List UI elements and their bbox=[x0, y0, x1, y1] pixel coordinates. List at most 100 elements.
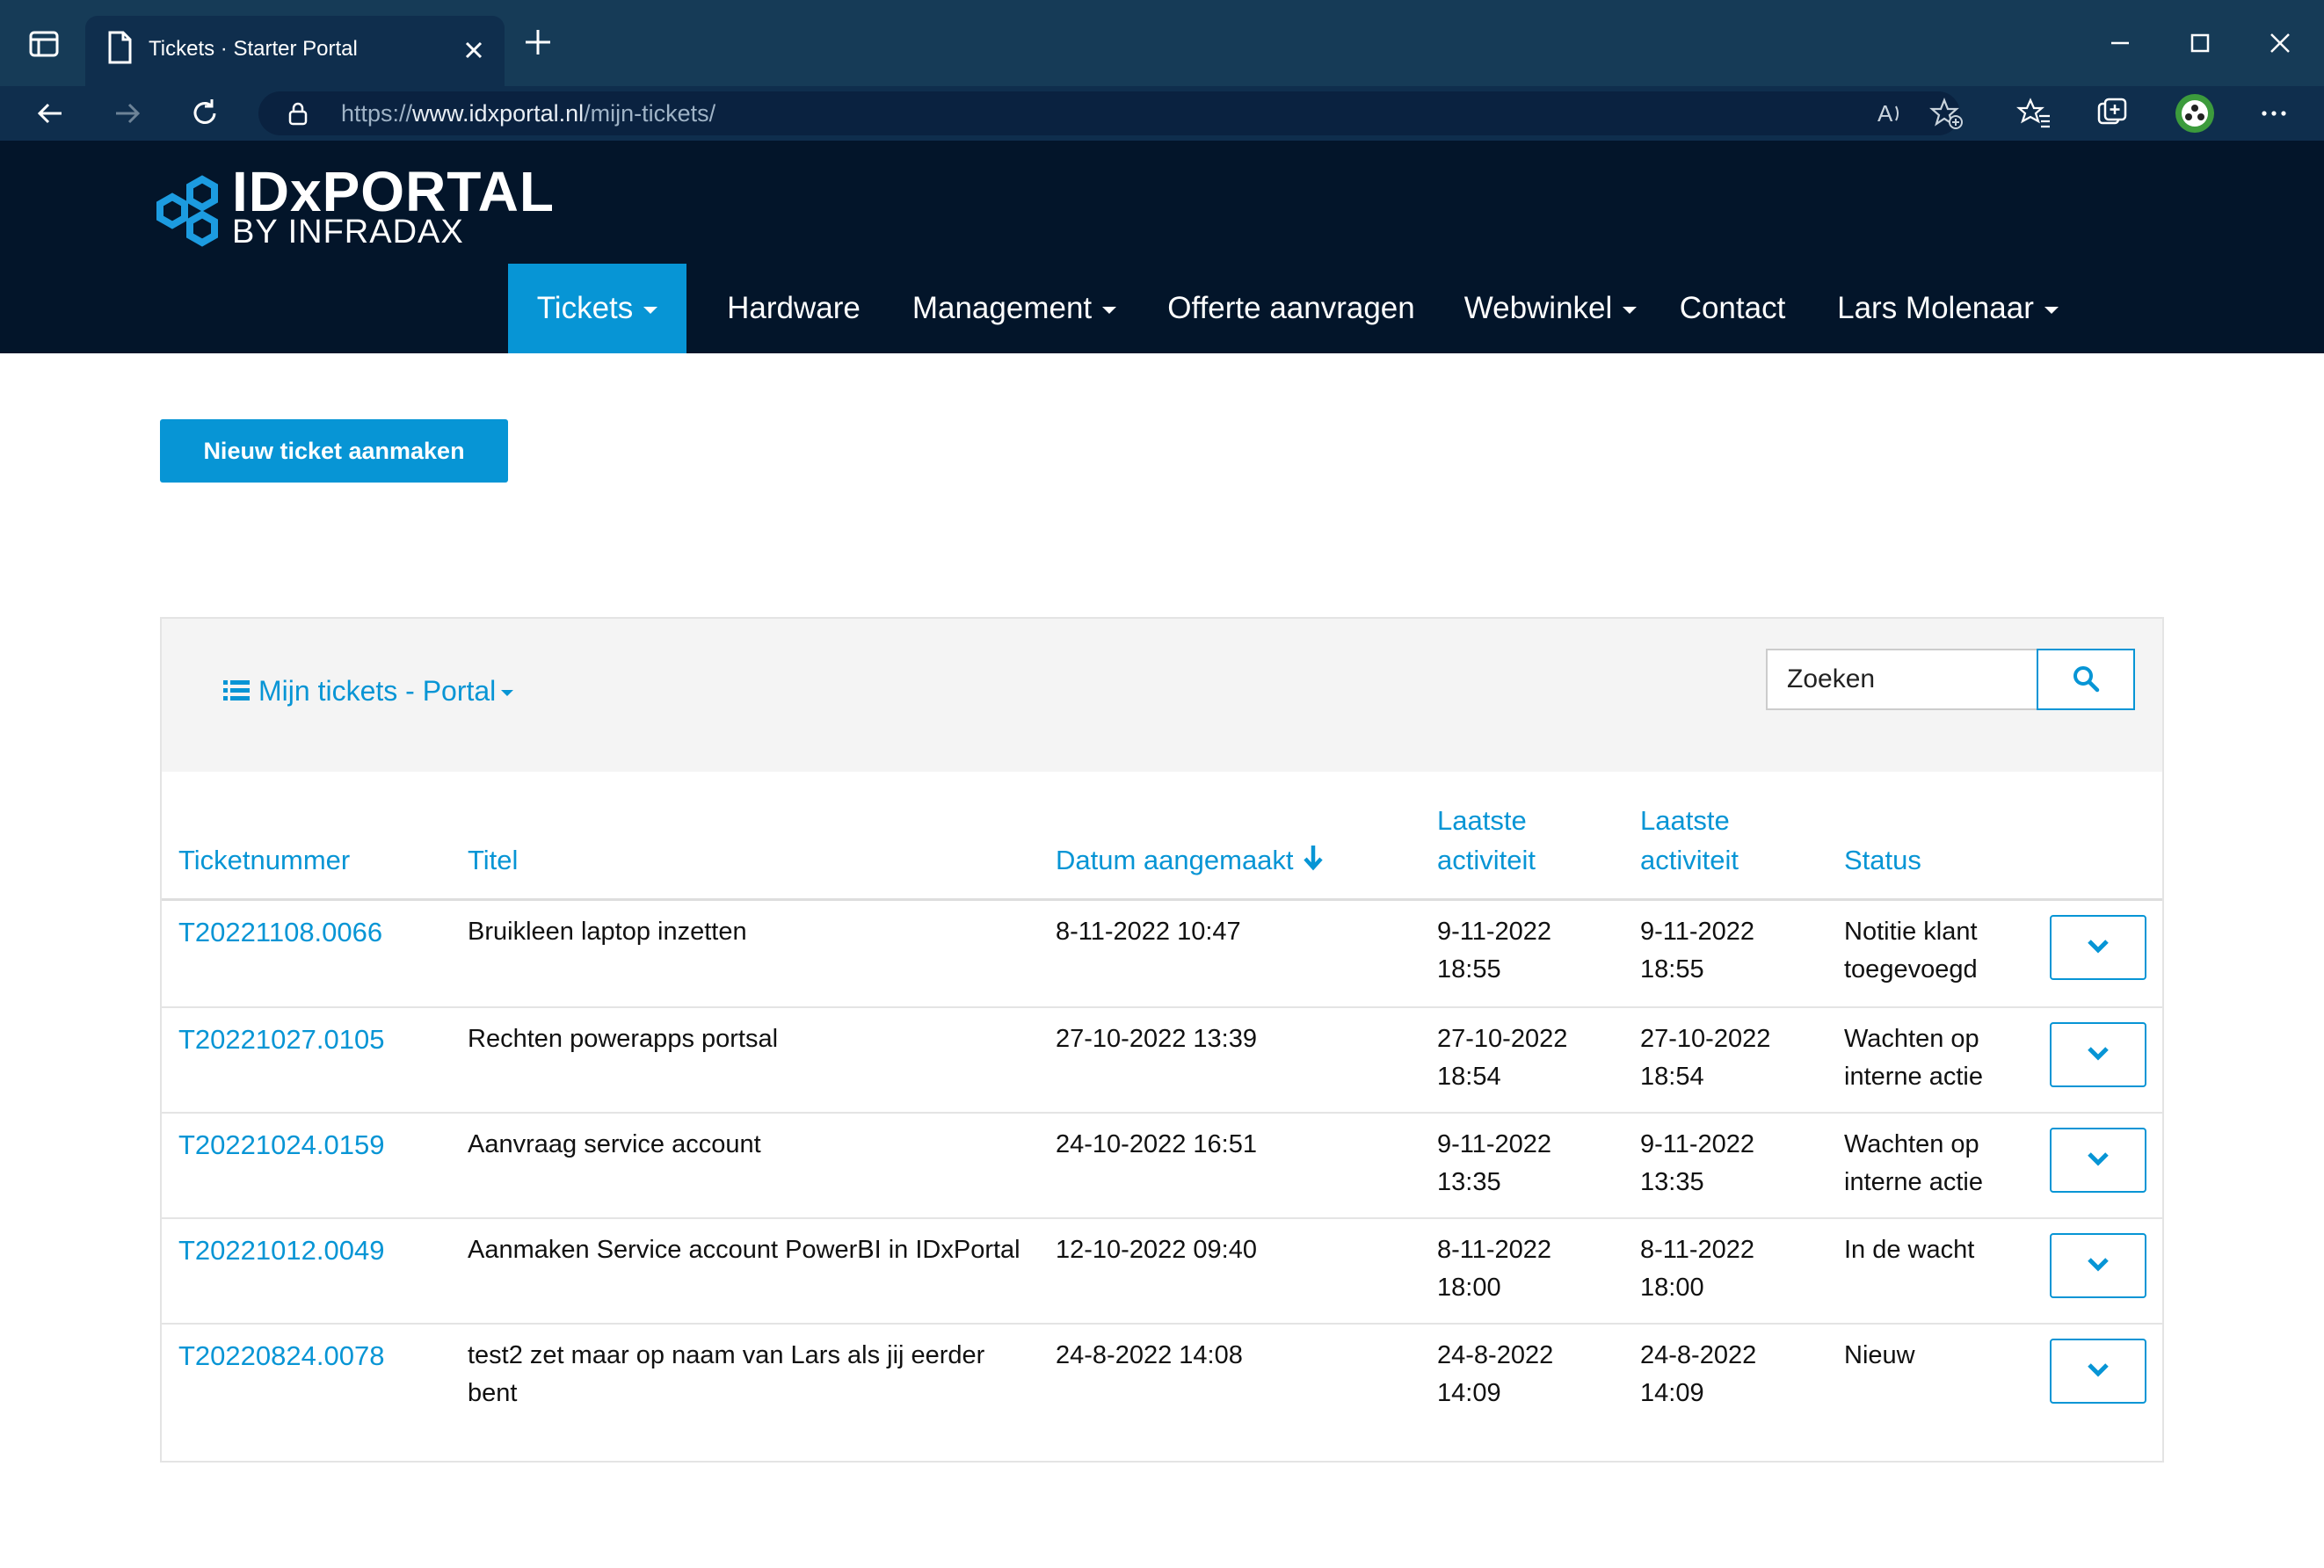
ticket-last-activity-2: 27-10-2022 18:54 bbox=[1640, 1025, 1771, 1091]
ticket-title: Bruikleen laptop inzetten bbox=[468, 918, 747, 946]
tickets-panel: Mijn tickets - Portal Ticketnummer Titel… bbox=[160, 617, 2164, 1463]
ticket-status: Nieuw bbox=[1844, 1341, 1915, 1369]
ticket-last-activity-1: 9-11-2022 18:55 bbox=[1437, 918, 1552, 984]
ticket-last-activity-2: 9-11-2022 18:55 bbox=[1640, 918, 1755, 984]
nav-contact[interactable]: Contact bbox=[1679, 291, 1786, 325]
table-row[interactable]: T20220824.0078 test2 zet maar op naam van… bbox=[162, 1323, 2162, 1428]
nav-offerte-aanvragen[interactable]: Offerte aanvragen bbox=[1167, 291, 1415, 325]
ticket-title: Aanvraag service account bbox=[468, 1130, 761, 1158]
page-icon bbox=[108, 31, 132, 64]
expand-row-button[interactable] bbox=[2050, 915, 2146, 980]
ticket-status: In de wacht bbox=[1844, 1236, 1975, 1264]
ticket-last-activity-2: 24-8-2022 14:09 bbox=[1640, 1341, 1757, 1407]
minimize-icon[interactable] bbox=[2098, 21, 2142, 65]
table-row[interactable]: T20221108.0066 Bruikleen laptop inzetten 8… bbox=[162, 901, 2162, 1006]
tab-title: Tickets · Starter Portal bbox=[149, 37, 358, 61]
ticket-number-link[interactable]: T20220824.0078 bbox=[178, 1340, 385, 1371]
ticket-last-activity-1: 8-11-2022 18:00 bbox=[1437, 1236, 1552, 1302]
ticket-number-link[interactable]: T20221024.0159 bbox=[178, 1129, 385, 1160]
read-aloud-icon[interactable]: A bbox=[1872, 95, 1909, 132]
ticket-number-link[interactable]: T20221027.0105 bbox=[178, 1024, 385, 1055]
expand-row-button[interactable] bbox=[2050, 1128, 2146, 1193]
list-icon bbox=[223, 680, 250, 701]
nav-management[interactable]: Management bbox=[900, 264, 1129, 353]
sort-descending-icon bbox=[1303, 846, 1323, 871]
ticket-status: Wachten op interne actie bbox=[1844, 1025, 1983, 1091]
column-header-laatste-activiteit-2[interactable]: Laatste activiteit bbox=[1640, 805, 1739, 875]
ticket-created-date: 8-11-2022 10:47 bbox=[1056, 918, 1241, 946]
url-text[interactable]: https://www.idxportal.nl/mijn-tickets/ bbox=[341, 100, 716, 127]
nav-webwinkel[interactable]: Webwinkel bbox=[1454, 264, 1647, 353]
refresh-icon[interactable] bbox=[186, 95, 223, 132]
close-tab-icon[interactable] bbox=[459, 35, 489, 65]
sidebar-toggle-icon[interactable] bbox=[26, 26, 62, 62]
logo-hexagon-icon bbox=[156, 175, 218, 247]
site-header: IDxPORTAL BY INFRADAX Tickets Hardware M… bbox=[0, 141, 2324, 353]
ticket-number-link[interactable]: T20221012.0049 bbox=[178, 1235, 385, 1266]
chevron-down-icon bbox=[1623, 306, 1638, 314]
expand-row-button[interactable] bbox=[2050, 1233, 2146, 1298]
ticket-created-date: 24-10-2022 16:51 bbox=[1056, 1130, 1257, 1158]
chevron-down-icon bbox=[2088, 1151, 2109, 1166]
column-header-datum-aangemaakt[interactable]: Datum aangemaakt bbox=[1056, 840, 1324, 880]
ticket-title: test2 zet maar op naam van Lars als jij … bbox=[468, 1341, 985, 1407]
expand-row-button[interactable] bbox=[2050, 1022, 2146, 1087]
ticket-title: Rechten powerapps portsal bbox=[468, 1025, 779, 1053]
ticket-created-date: 12-10-2022 09:40 bbox=[1056, 1236, 1257, 1264]
maximize-icon[interactable] bbox=[2178, 21, 2222, 65]
search-button[interactable] bbox=[2037, 649, 2135, 710]
idxportal-logo[interactable]: IDxPORTAL BY INFRADAX bbox=[151, 155, 564, 251]
more-options-icon[interactable] bbox=[2255, 95, 2292, 132]
chevron-down-icon bbox=[1102, 306, 1117, 314]
table-row[interactable]: T20221027.0105 Rechten powerapps portsal 2… bbox=[162, 1006, 2162, 1112]
ticket-last-activity-1: 24-8-2022 14:09 bbox=[1437, 1341, 1554, 1407]
close-window-icon[interactable] bbox=[2258, 21, 2302, 65]
chevron-down-icon bbox=[643, 306, 658, 314]
svg-text:A: A bbox=[1877, 100, 1893, 127]
column-header-laatste-activiteit-1[interactable]: Laatste activiteit bbox=[1437, 805, 1536, 875]
view-selector-label: Mijn tickets - Portal bbox=[258, 675, 497, 707]
forward-icon[interactable] bbox=[109, 95, 146, 132]
search-icon bbox=[2073, 665, 2100, 692]
column-header-status[interactable]: Status bbox=[1844, 845, 1921, 875]
header-divider bbox=[162, 898, 2162, 901]
expand-row-button[interactable] bbox=[2050, 1339, 2146, 1404]
chevron-down-icon bbox=[2088, 1257, 2109, 1272]
favorites-icon[interactable] bbox=[2016, 95, 2053, 132]
profile-avatar-icon[interactable] bbox=[2175, 93, 2215, 134]
ticket-status: Wachten op interne actie bbox=[1844, 1130, 1983, 1196]
view-selector-dropdown[interactable]: Mijn tickets - Portal bbox=[223, 673, 514, 708]
back-icon[interactable] bbox=[32, 95, 69, 132]
add-favorite-icon[interactable] bbox=[1928, 95, 1965, 132]
chevron-down-icon bbox=[2088, 939, 2109, 954]
table-row[interactable]: T20221012.0049 Aanmaken Service account P… bbox=[162, 1217, 2162, 1323]
ticket-last-activity-2: 8-11-2022 18:00 bbox=[1640, 1236, 1755, 1302]
ticket-created-date: 27-10-2022 13:39 bbox=[1056, 1025, 1257, 1053]
chevron-down-icon bbox=[2044, 306, 2059, 314]
ticket-last-activity-2: 9-11-2022 13:35 bbox=[1640, 1130, 1755, 1196]
chevron-down-icon bbox=[2088, 1046, 2109, 1061]
ticket-title: Aanmaken Service account PowerBI in IDxP… bbox=[468, 1236, 1020, 1264]
collections-icon[interactable] bbox=[2094, 95, 2131, 132]
new-ticket-button[interactable]: Nieuw ticket aanmaken bbox=[160, 419, 508, 483]
ticket-number-link[interactable]: T20221108.0066 bbox=[178, 917, 383, 947]
nav-tickets[interactable]: Tickets bbox=[508, 264, 686, 353]
new-tab-icon[interactable] bbox=[520, 25, 556, 60]
browser-toolbar: https://www.idxportal.nl/mijn-tickets/ A bbox=[0, 86, 2324, 141]
column-header-ticketnummer[interactable]: Ticketnummer bbox=[178, 845, 351, 875]
nav-user-menu[interactable]: Lars Molenaar bbox=[1819, 264, 2077, 353]
ticket-last-activity-1: 9-11-2022 13:35 bbox=[1437, 1130, 1552, 1196]
nav-hardware[interactable]: Hardware bbox=[727, 291, 861, 325]
logo-subtitle: BY INFRADAX bbox=[232, 214, 464, 250]
browser-tab-bar: Tickets · Starter Portal bbox=[0, 0, 2324, 86]
logo-title: IDxPORTAL bbox=[232, 160, 555, 223]
column-header-titel[interactable]: Titel bbox=[468, 845, 519, 875]
lock-icon[interactable] bbox=[285, 100, 311, 127]
search-input[interactable] bbox=[1766, 649, 2038, 710]
browser-tab-active[interactable]: Tickets · Starter Portal bbox=[85, 16, 505, 86]
address-bar[interactable]: https://www.idxportal.nl/mijn-tickets/ A bbox=[258, 91, 1963, 135]
table-row[interactable]: T20221024.0159 Aanvraag service account 24… bbox=[162, 1112, 2162, 1217]
ticket-created-date: 24-8-2022 14:08 bbox=[1056, 1341, 1243, 1369]
chevron-down-icon bbox=[501, 690, 514, 697]
chevron-down-icon bbox=[2088, 1362, 2109, 1377]
